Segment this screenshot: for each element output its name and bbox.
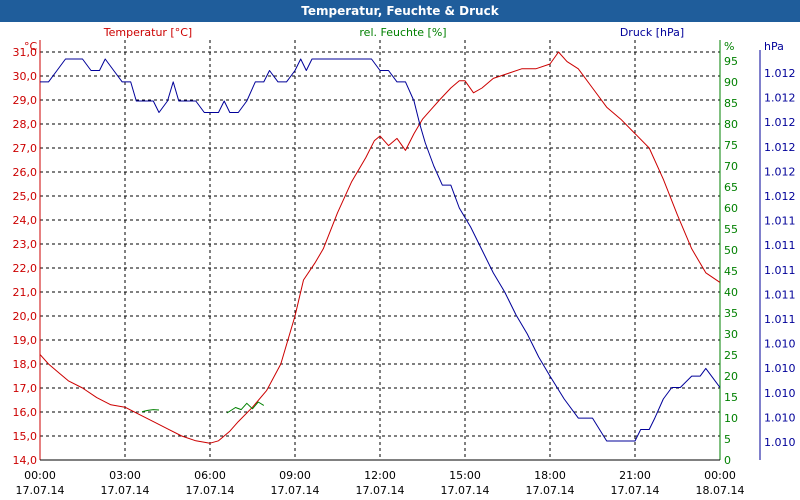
- temperature-series-line: [39, 51, 721, 444]
- pressure-tick-label: 1.011: [764, 288, 796, 301]
- x-tick-date: 17.07.14: [356, 484, 405, 497]
- temperature-tick-label: 23,0: [13, 238, 38, 251]
- temperature-tick-label: 18,0: [13, 358, 38, 371]
- humidity-tick-label: 5: [724, 433, 731, 446]
- temperature-tick-label: 20,0: [13, 310, 38, 323]
- chart-ticks: 31,0 30,0 29,0 28,0 27,0 26,0 25,0 24,0 23,0 22,0…: [13, 46, 796, 497]
- humidity-tick-label: 10: [724, 412, 738, 425]
- humidity-tick-label: 80: [724, 118, 738, 131]
- humidity-tick-label: 15: [724, 391, 738, 404]
- pressure-tick-label: 1.010: [764, 362, 796, 375]
- x-tick-time: 03:00: [109, 469, 141, 482]
- x-tick-time: 12:00: [364, 469, 396, 482]
- temperature-legend: Temperatur [°C]: [103, 26, 192, 39]
- temperature-tick-label: 31,0: [13, 46, 38, 59]
- temperature-unit: °C: [24, 40, 38, 53]
- humidity-legend: rel. Feuchte [%]: [359, 26, 446, 39]
- temperature-tick-label: 29,0: [13, 94, 38, 107]
- temperature-tick-label: 14,0: [13, 454, 38, 467]
- humidity-tick-label: 40: [724, 286, 738, 299]
- x-tick-time: 21:00: [619, 469, 651, 482]
- temperature-tick-label: 22,0: [13, 262, 38, 275]
- pressure-tick-label: 1.012: [764, 190, 796, 203]
- humidity-tick-label: 60: [724, 202, 738, 215]
- pressure-series-line: [40, 58, 721, 442]
- humidity-tick-label: 75: [724, 139, 738, 152]
- pressure-tick-label: 1.011: [764, 313, 796, 326]
- x-tick-date: 17.07.14: [611, 484, 660, 497]
- x-tick-date: 17.07.14: [101, 484, 150, 497]
- temperature-tick-label: 15,0: [13, 430, 38, 443]
- pressure-tick-label: 1.010: [764, 387, 796, 400]
- x-tick-time: 00:00: [24, 469, 56, 482]
- pressure-tick-label: 1.012: [764, 141, 796, 154]
- pressure-tick-label: 1.010: [764, 436, 796, 449]
- pressure-tick-label: 1.011: [764, 215, 796, 228]
- pressure-unit: hPa: [764, 40, 784, 53]
- temperature-tick-label: 25,0: [13, 190, 38, 203]
- humidity-tick-label: 85: [724, 97, 738, 110]
- chart-legends: °C% hPa Temperatur [°C] rel. Feuchte [%] Dru…: [24, 26, 784, 53]
- chart-grid: [40, 40, 720, 460]
- humidity-tick-label: 70: [724, 160, 738, 173]
- pressure-legend: Druck [hPa]: [620, 26, 684, 39]
- humidity-tick-label: 90: [724, 76, 738, 89]
- x-tick-date: 18.07.14: [696, 484, 745, 497]
- x-tick-time: 09:00: [279, 469, 311, 482]
- humidity-tick-label: 50: [724, 244, 738, 257]
- chart-lines: [39, 51, 721, 444]
- humidity-tick-label: 45: [724, 265, 738, 278]
- pressure-tick-label: 1.012: [764, 116, 796, 129]
- humidity-tick-label: 65: [724, 181, 738, 194]
- temperature-tick-label: 30,0: [13, 70, 38, 83]
- temperature-tick-label: 19,0: [13, 334, 38, 347]
- humidity-unit: %: [724, 40, 734, 53]
- humidity-tick-label: 95: [724, 55, 738, 68]
- temperature-tick-label: 26,0: [13, 166, 38, 179]
- pressure-tick-label: 1.012: [764, 165, 796, 178]
- humidity-tick-label: 0: [724, 454, 731, 467]
- humidity-tick-label: 35: [724, 307, 738, 320]
- pressure-tick-label: 1.011: [764, 239, 796, 252]
- chart-axes: [39, 40, 761, 461]
- temperature-tick-label: 28,0: [13, 118, 38, 131]
- temperature-tick-label: 17,0: [13, 382, 38, 395]
- x-tick-time: 15:00: [449, 469, 481, 482]
- x-tick-time: 06:00: [194, 469, 226, 482]
- humidity-series-line: [226, 401, 265, 414]
- pressure-tick-label: 1.012: [764, 92, 796, 105]
- pressure-tick-label: 1.011: [764, 264, 796, 277]
- x-tick-date: 17.07.14: [186, 484, 235, 497]
- temperature-tick-label: 21,0: [13, 286, 38, 299]
- humidity-tick-label: 55: [724, 223, 738, 236]
- x-tick-time: 18:00: [534, 469, 566, 482]
- x-tick-date: 17.07.14: [271, 484, 320, 497]
- temperature-tick-label: 27,0: [13, 142, 38, 155]
- temperature-tick-label: 24,0: [13, 214, 38, 227]
- x-tick-date: 17.07.14: [441, 484, 490, 497]
- humidity-tick-label: 25: [724, 349, 738, 362]
- temperature-tick-label: 16,0: [13, 406, 38, 419]
- x-tick-date: 17.07.14: [526, 484, 575, 497]
- humidity-tick-label: 20: [724, 370, 738, 383]
- pressure-tick-label: 1.010: [764, 411, 796, 424]
- pressure-tick-label: 1.010: [764, 338, 796, 351]
- humidity-tick-label: 30: [724, 328, 738, 341]
- x-tick-date: 17.07.14: [16, 484, 65, 497]
- humidity-series-line: [141, 409, 160, 413]
- pressure-tick-label: 1.012: [764, 67, 796, 80]
- window-title: Temperatur, Feuchte & Druck: [0, 0, 800, 22]
- x-tick-time: 00:00: [704, 469, 736, 482]
